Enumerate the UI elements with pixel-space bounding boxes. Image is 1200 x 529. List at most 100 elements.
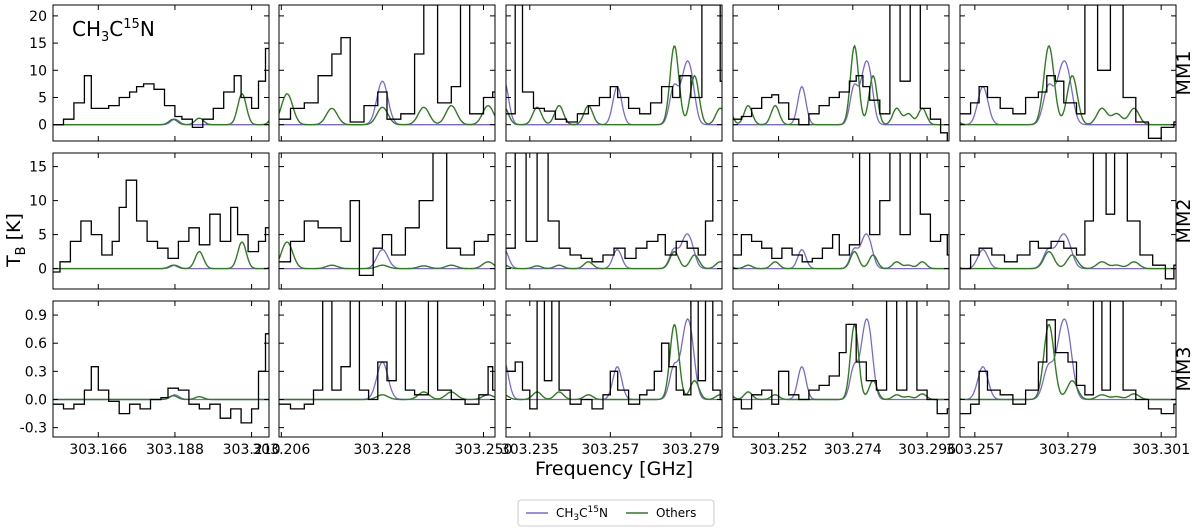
panel-frame bbox=[732, 152, 950, 290]
x-tick-label: 303.166 bbox=[69, 442, 127, 458]
ch3c15n-model-line bbox=[53, 118, 269, 126]
series-group bbox=[279, 153, 495, 277]
others-model-line bbox=[506, 324, 722, 401]
panel-frame bbox=[505, 4, 723, 142]
panel-MM2-4 bbox=[732, 152, 950, 290]
panel-MM2-5: MM2 bbox=[959, 152, 1195, 290]
series-group bbox=[53, 47, 269, 129]
panel-frame bbox=[52, 4, 270, 142]
panel-MM1-5: MM1 bbox=[959, 4, 1195, 142]
observed-spectrum-line bbox=[506, 5, 722, 123]
series-group bbox=[960, 153, 1176, 280]
y-tick-label: 5 bbox=[38, 228, 47, 244]
others-model-line bbox=[733, 250, 949, 270]
observed-spectrum-line bbox=[279, 301, 495, 410]
panel-MM3-1: 303.166 303.188 303.210 -0.3 0.0 0.3 0.6 0.9 bbox=[20, 300, 281, 458]
observed-spectrum-line bbox=[53, 179, 269, 273]
panel-frame bbox=[959, 300, 1177, 438]
series-group bbox=[53, 301, 269, 424]
x-tick-label: 303.296 bbox=[898, 442, 956, 458]
panel-MM2-1: 0 5 10 15 bbox=[29, 152, 270, 290]
y-tick-label: 0 bbox=[38, 262, 47, 278]
y-tick-label: 15 bbox=[29, 36, 47, 52]
series-group bbox=[506, 5, 722, 126]
panel-grid: 0 5 10 15 20 MM1 0 5 10 15 MM2 303.166 303.188 303.21… bbox=[20, 4, 1195, 458]
series-group bbox=[733, 5, 949, 141]
others-model-line bbox=[506, 45, 722, 126]
panel-frame bbox=[278, 300, 496, 438]
y-tick-label: -0.3 bbox=[20, 421, 47, 437]
observed-spectrum-line bbox=[960, 301, 1176, 415]
legend-label-ch3c15n: CH3C15N bbox=[556, 505, 608, 523]
panel-frame bbox=[505, 152, 723, 290]
series-group bbox=[960, 301, 1176, 415]
series-group bbox=[733, 301, 949, 415]
ch3c15n-model-line bbox=[733, 60, 949, 126]
panel-MM3-3: 303.235 303.257 303.279 bbox=[501, 300, 723, 458]
y-tick-label: 5 bbox=[38, 90, 47, 106]
panel-frame bbox=[505, 300, 723, 438]
ch3c15n-model-line bbox=[960, 60, 1176, 126]
observed-spectrum-line bbox=[279, 153, 495, 277]
x-tick-label: 303.257 bbox=[581, 442, 639, 458]
x-tick-label: 303.210 bbox=[223, 442, 281, 458]
others-model-line bbox=[53, 241, 269, 270]
panel-MM1-2 bbox=[278, 4, 496, 142]
legend-label-others: Others bbox=[656, 506, 696, 520]
panel-MM3-4: 303.252 303.274 303.296 bbox=[732, 300, 956, 458]
panel-frame bbox=[959, 4, 1177, 142]
x-tick-label: 303.235 bbox=[501, 442, 559, 458]
others-model-line bbox=[733, 44, 949, 126]
legend: CH3C15N Others bbox=[517, 499, 715, 527]
chart-title: CH3C15N bbox=[72, 17, 155, 45]
x-tick-label: 303.274 bbox=[824, 442, 882, 458]
y-tick-label: 10 bbox=[29, 63, 47, 79]
y-tick-label: 15 bbox=[29, 160, 47, 176]
series-group bbox=[279, 5, 495, 126]
x-axis-label: Frequency [GHz] bbox=[535, 458, 693, 480]
legend-box bbox=[517, 499, 715, 527]
series-group bbox=[53, 179, 269, 273]
observed-spectrum-line bbox=[506, 153, 722, 263]
panel-MM3-2: 303.206 303.228 303.250 bbox=[252, 300, 513, 458]
row-label-MM1: MM1 bbox=[1173, 51, 1195, 96]
observed-spectrum-line bbox=[960, 153, 1176, 280]
others-model-line bbox=[733, 323, 949, 401]
panel-frame bbox=[52, 300, 270, 438]
y-tick-label: 10 bbox=[29, 194, 47, 210]
others-model-line bbox=[960, 45, 1176, 126]
x-tick-label: 303.188 bbox=[146, 442, 204, 458]
series-group bbox=[506, 301, 722, 410]
observed-spectrum-line bbox=[53, 47, 269, 129]
x-tick-label: 303.279 bbox=[662, 442, 720, 458]
x-tick-label: 303.257 bbox=[946, 442, 1004, 458]
others-model-line bbox=[506, 251, 722, 270]
series-group bbox=[506, 153, 722, 270]
y-tick-label: 0.6 bbox=[25, 336, 47, 352]
panel-MM1-4 bbox=[732, 4, 950, 142]
ch3c15n-model-line bbox=[733, 233, 949, 270]
x-tick-label: 303.250 bbox=[455, 442, 513, 458]
ch3c15n-model-line bbox=[506, 317, 722, 401]
y-tick-label: 20 bbox=[29, 9, 47, 25]
others-model-line bbox=[279, 241, 495, 270]
series-group bbox=[960, 5, 1176, 139]
row-label-MM2: MM2 bbox=[1173, 199, 1195, 244]
observed-spectrum-line bbox=[279, 5, 495, 123]
x-tick-label: 303.279 bbox=[1039, 442, 1097, 458]
row-label-MM3: MM3 bbox=[1173, 347, 1195, 392]
observed-spectrum-line bbox=[733, 153, 949, 263]
y-tick-label: 0 bbox=[38, 118, 47, 134]
panel-frame bbox=[732, 4, 950, 142]
observed-spectrum-line bbox=[733, 5, 949, 141]
series-group bbox=[733, 153, 949, 270]
others-model-line bbox=[960, 323, 1176, 401]
observed-spectrum-line bbox=[733, 301, 949, 415]
others-model-line bbox=[53, 93, 269, 126]
panel-MM3-5: 303.257 303.279 303.301 MM3 bbox=[946, 300, 1195, 458]
panel-frame bbox=[52, 152, 270, 290]
panel-frame bbox=[732, 300, 950, 438]
y-tick-label: 0.9 bbox=[25, 308, 47, 324]
observed-spectrum-line bbox=[53, 301, 269, 424]
